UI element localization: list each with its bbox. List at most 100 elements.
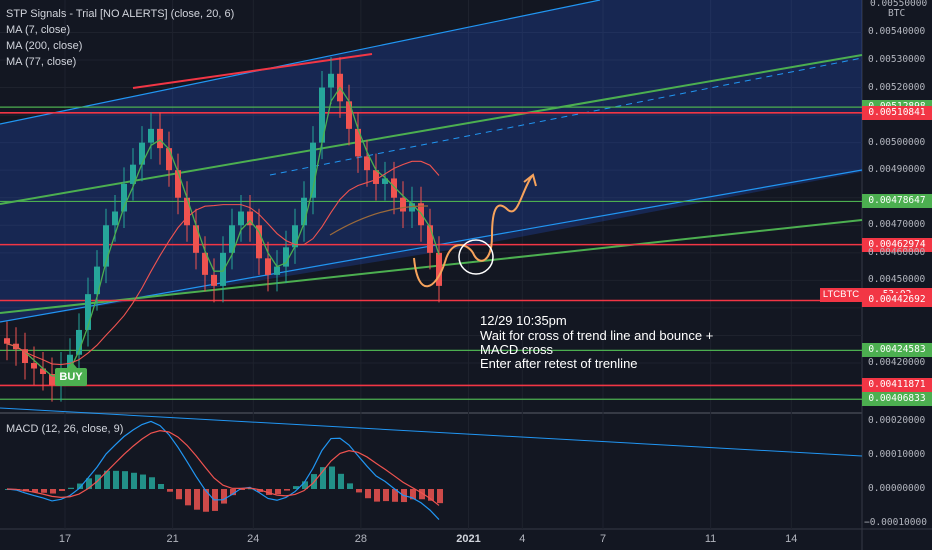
retest-circle bbox=[458, 239, 494, 275]
indicator-legend-ma7: MA (7, close) bbox=[6, 24, 71, 36]
date-tick: 17 bbox=[58, 533, 72, 545]
annotations bbox=[413, 173, 537, 288]
candle-body bbox=[175, 170, 181, 198]
macd-histogram-bar bbox=[383, 489, 389, 502]
candle-body bbox=[256, 225, 262, 259]
price-tick: 0.00520000 bbox=[868, 81, 926, 93]
candle-body bbox=[49, 374, 55, 386]
macd-histogram-bar bbox=[104, 470, 110, 489]
macd-histogram-bar bbox=[203, 489, 209, 512]
candle-body bbox=[40, 368, 46, 375]
price-tick: 0.00460000 bbox=[868, 246, 926, 258]
macd-histogram-bar bbox=[392, 489, 398, 502]
channel-fill bbox=[0, 0, 862, 322]
candle-body bbox=[130, 164, 136, 184]
date-tick: 24 bbox=[247, 533, 260, 545]
ma7-line bbox=[6, 86, 440, 377]
candles bbox=[4, 57, 442, 402]
date-tick: 28 bbox=[354, 533, 368, 545]
trend-channel bbox=[0, 0, 863, 457]
price-pane-bg bbox=[0, 0, 862, 412]
macd-histogram-bar bbox=[419, 489, 425, 500]
candle-body bbox=[139, 142, 145, 165]
macd-histogram-bar bbox=[302, 481, 308, 489]
note-line-2: Wait for cross of trend line and bounce … bbox=[480, 328, 714, 343]
buy-signal-label: BUY bbox=[55, 362, 87, 386]
macd-histogram-bar bbox=[185, 489, 191, 506]
macd-histogram-bar bbox=[68, 487, 74, 489]
candle-body bbox=[373, 170, 379, 184]
macd-histogram-bar bbox=[284, 489, 290, 491]
candle-body bbox=[220, 252, 226, 286]
macd-histogram-bar bbox=[86, 478, 92, 489]
candle-body bbox=[193, 225, 199, 253]
macd-histogram-bar bbox=[347, 483, 353, 489]
candle-body bbox=[364, 156, 370, 171]
candle-body bbox=[292, 225, 298, 248]
price-tick: 0.00420000 bbox=[868, 357, 926, 368]
candle-body bbox=[283, 247, 289, 267]
price-tick: 0.00490000 bbox=[868, 164, 926, 176]
macd-histogram-bar bbox=[158, 484, 164, 489]
macd-histogram-bar bbox=[77, 483, 83, 489]
macd-tick: 0.00020000 bbox=[868, 415, 926, 426]
date-tick: 21 bbox=[166, 533, 179, 545]
macd-histogram-bar bbox=[293, 486, 299, 489]
resistance-line bbox=[132, 53, 373, 89]
macd-histogram-bar bbox=[122, 471, 128, 489]
date-tick: 14 bbox=[785, 533, 798, 545]
candle-body bbox=[211, 274, 217, 286]
macd-histogram-bar bbox=[266, 489, 272, 495]
price-tick: 0.00500000 bbox=[868, 136, 926, 148]
date-tick: 11 bbox=[704, 533, 717, 545]
candle-body bbox=[391, 178, 397, 198]
candle-body bbox=[157, 128, 163, 149]
note-line-3: MACD cross bbox=[480, 342, 553, 357]
macd-histogram-bar bbox=[140, 474, 146, 489]
projection-arrowhead bbox=[523, 173, 537, 187]
candle-body bbox=[121, 183, 127, 212]
candle-body bbox=[22, 349, 28, 363]
candle-body bbox=[436, 252, 442, 286]
ma77-line bbox=[6, 160, 440, 366]
macd-line bbox=[6, 420, 440, 521]
macd-histogram-bar bbox=[275, 489, 281, 495]
candle-body bbox=[202, 252, 208, 275]
price-level-label: 0.00462974 bbox=[862, 237, 932, 252]
candle-body bbox=[346, 101, 352, 129]
macd-histogram-bar bbox=[320, 467, 326, 489]
macd-histogram-bar bbox=[221, 489, 227, 504]
macd-histogram-bar bbox=[149, 477, 155, 489]
indicator-legend-ma77: MA (77, close) bbox=[6, 56, 77, 68]
price-level-label: 0.00411871 bbox=[862, 378, 932, 393]
channel-upper-line bbox=[0, 0, 601, 125]
candle-body bbox=[166, 148, 172, 171]
macd-pane bbox=[5, 420, 443, 521]
candle-body bbox=[238, 211, 244, 226]
candle-body bbox=[76, 329, 82, 355]
macd-histogram-bar bbox=[374, 489, 380, 502]
signal-line bbox=[6, 430, 440, 506]
candle-body bbox=[409, 203, 415, 212]
macd-tick: −0.00010000 bbox=[864, 517, 927, 528]
candle-body bbox=[400, 197, 406, 212]
candle-body bbox=[94, 266, 100, 295]
macd-histogram-bar bbox=[50, 489, 56, 494]
note-line-1: 12/29 10:35pm bbox=[480, 313, 567, 328]
moving-averages bbox=[6, 86, 440, 377]
macd-histogram-bar bbox=[59, 489, 65, 491]
currency-label: BTC bbox=[888, 8, 906, 19]
candle-body bbox=[427, 225, 433, 253]
candle-body bbox=[247, 211, 253, 226]
candle-body bbox=[355, 128, 361, 157]
candle-body bbox=[184, 197, 190, 226]
candle-body bbox=[265, 258, 271, 275]
macd-histogram-bar bbox=[365, 489, 371, 499]
macd-histogram-bar bbox=[356, 489, 362, 493]
price-tick-top: 0.00550000 bbox=[870, 0, 928, 9]
trend-line-lower bbox=[0, 219, 863, 314]
macd-histogram-bar bbox=[437, 489, 443, 504]
macd-legend: MACD (12, 26, close, 9) bbox=[6, 423, 124, 435]
